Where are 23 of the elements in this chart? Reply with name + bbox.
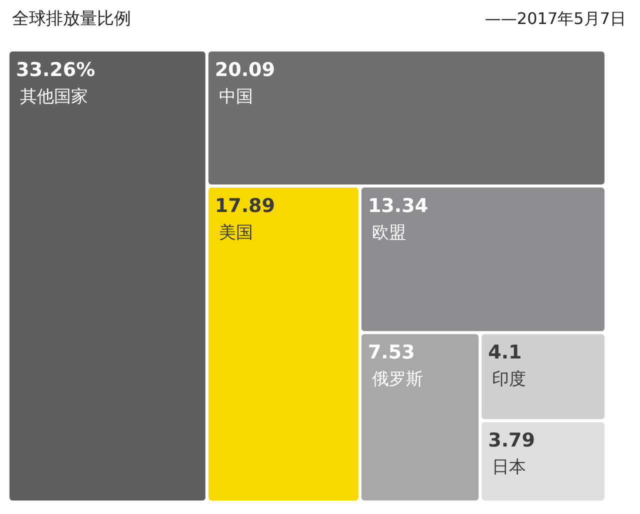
text: 全球排放量比例 (12, 9, 131, 29)
cell: 3.79 日本 (482, 422, 604, 500)
category-label: 日本 (492, 458, 526, 478)
category-label: 印度 (492, 370, 526, 390)
category-label: 欧盟 (372, 223, 406, 244)
cell: 17.89 美国 (208, 188, 358, 500)
data-label: 7.53 (368, 342, 415, 364)
data-label: 33.26% (16, 59, 96, 81)
text: ——2017年5月7日 (484, 9, 626, 28)
data-label: 13.34 (368, 195, 428, 218)
category-label: 美国 (218, 223, 253, 244)
category-label: 中国 (218, 87, 253, 107)
cell: 13.34 欧盟 (361, 188, 604, 332)
data-label: 20.09 (214, 59, 276, 81)
cell: 20.09 中国 (208, 52, 604, 185)
data-label: 3.79 (488, 430, 535, 452)
data-label: 4.1 (488, 342, 522, 364)
category-label: 俄罗斯 (372, 370, 423, 390)
cell: 4.1 印度 (482, 334, 604, 420)
cell: 33.26% 其他国家 (10, 52, 206, 500)
cell: 7.53 俄罗斯 (361, 334, 479, 500)
data-label: 17.89 (214, 195, 276, 218)
category-label: 其他国家 (20, 87, 88, 107)
